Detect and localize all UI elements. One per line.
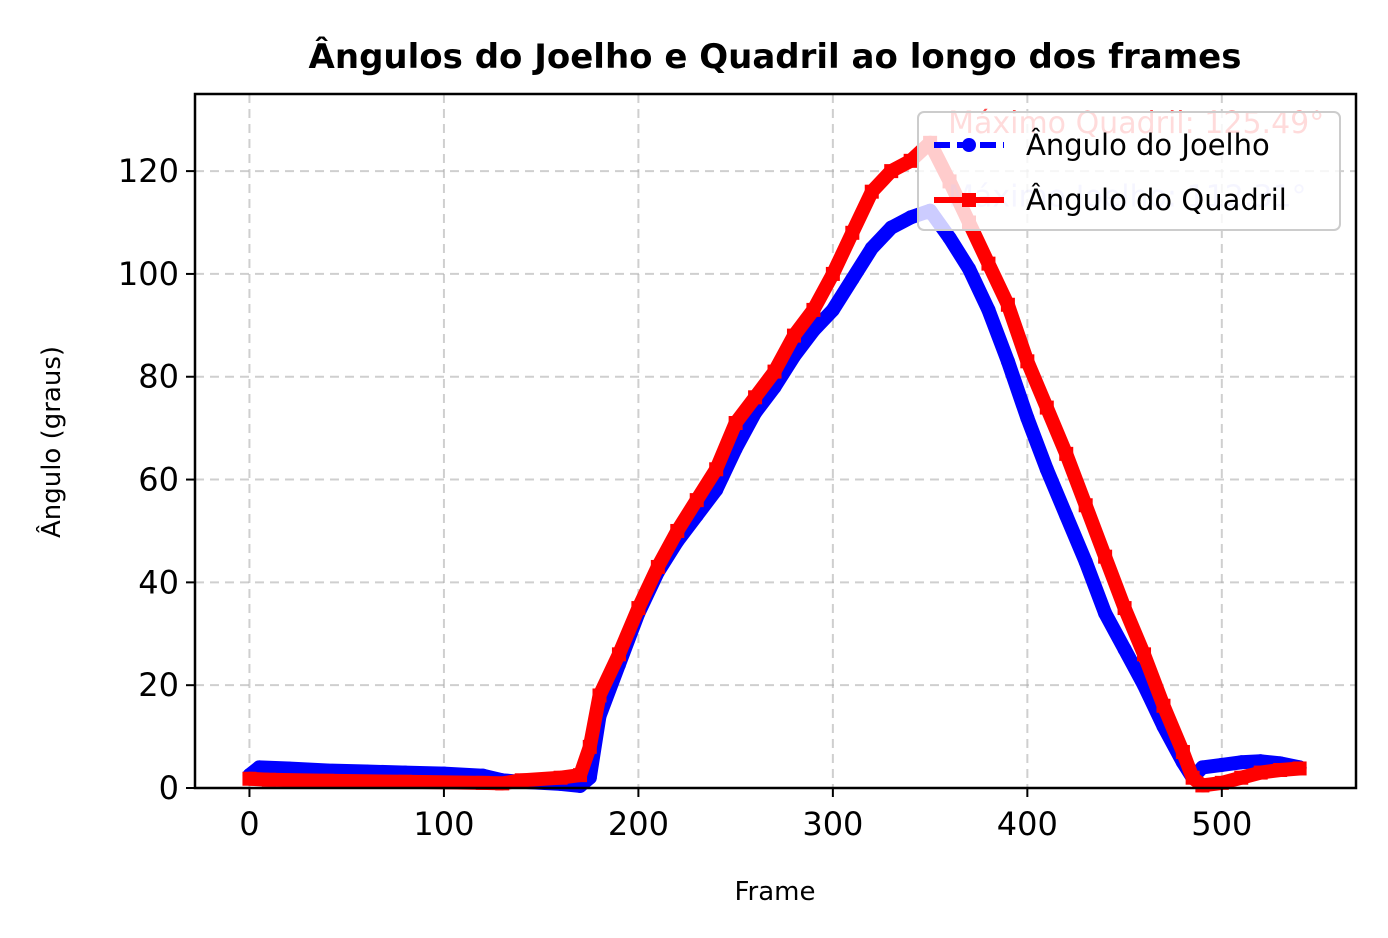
y-tick-label: 40 — [138, 563, 179, 601]
data-point — [1117, 601, 1132, 616]
data-point — [1214, 775, 1229, 790]
data-point — [1020, 410, 1035, 425]
data-point — [1253, 765, 1268, 780]
data-point — [573, 768, 588, 783]
data-point — [631, 601, 646, 616]
data-point — [903, 210, 918, 225]
data-point — [1234, 755, 1249, 770]
data-point — [1000, 354, 1015, 369]
data-point — [962, 261, 976, 276]
data-point — [650, 559, 665, 574]
series-quadril — [242, 135, 1307, 793]
data-point — [1059, 508, 1074, 523]
data-point — [689, 493, 704, 508]
data-point — [582, 739, 597, 754]
data-point — [767, 364, 782, 379]
legend-label: Ângulo do Joelho — [1026, 128, 1270, 162]
data-point — [884, 220, 899, 235]
legend-box — [917, 111, 1341, 231]
data-point — [1098, 606, 1113, 621]
ticks: 0 100 200 300 400 500 0 20 40 60 80 100 120 — [118, 152, 1252, 843]
data-point — [1039, 462, 1054, 477]
data-point — [242, 771, 257, 786]
data-point — [748, 390, 763, 405]
data-point — [475, 775, 490, 790]
data-point — [845, 225, 860, 240]
data-point — [864, 241, 879, 256]
data-point — [1020, 354, 1035, 369]
data-point — [611, 647, 626, 662]
data-point — [1195, 778, 1210, 793]
data-point — [1059, 446, 1074, 461]
chart-title: Ângulos do Joelho e Quadril ao longo dos… — [309, 36, 1242, 77]
y-axis-label: Ângulo (graus) — [35, 346, 67, 538]
data-point — [728, 416, 743, 431]
data-point — [845, 272, 860, 287]
data-point — [709, 462, 724, 477]
data-point — [1117, 642, 1132, 657]
data-point — [1234, 770, 1249, 785]
data-point — [942, 230, 957, 245]
x-tick-label: 0 — [239, 805, 259, 843]
series-layer — [242, 135, 1307, 793]
data-point — [981, 302, 996, 317]
legend-marker — [962, 138, 976, 152]
data-point — [806, 323, 821, 338]
data-point — [1078, 498, 1093, 513]
x-tick-label: 200 — [608, 805, 669, 843]
y-tick-label: 120 — [118, 152, 179, 190]
legend-entry: Ângulo do Joelho — [934, 128, 1270, 162]
y-tick-label: 20 — [138, 666, 179, 704]
data-point — [1214, 757, 1229, 772]
data-point — [1098, 549, 1113, 564]
data-point — [398, 774, 413, 789]
y-tick-label: 60 — [138, 461, 179, 499]
data-point — [825, 302, 840, 317]
data-point — [252, 760, 267, 775]
data-point — [1137, 647, 1152, 662]
data-point — [1000, 297, 1015, 312]
x-tick-label: 300 — [802, 805, 863, 843]
data-point — [806, 302, 821, 317]
data-point — [1078, 554, 1093, 569]
legend-label: Ângulo do Quadril — [1026, 183, 1287, 217]
legend: Ângulo do Joelho Ângulo do Quadril — [917, 111, 1341, 231]
x-tick-label: 100 — [413, 805, 474, 843]
y-tick-label: 0 — [159, 769, 179, 807]
data-point — [1292, 761, 1307, 776]
plot-frame — [193, 92, 1358, 790]
data-point — [514, 773, 529, 788]
data-point — [261, 772, 276, 787]
y-tick-label: 100 — [118, 255, 179, 293]
x-tick-label: 400 — [997, 805, 1058, 843]
data-point — [981, 256, 996, 271]
data-point — [825, 266, 840, 281]
data-point — [320, 773, 335, 788]
data-point — [1039, 400, 1054, 415]
data-point — [786, 328, 801, 343]
data-point — [553, 770, 568, 785]
x-tick-label: 500 — [1191, 805, 1252, 843]
data-point — [1253, 754, 1268, 769]
x-axis-label: Frame — [734, 877, 815, 907]
data-point — [884, 164, 899, 179]
data-point — [670, 523, 685, 538]
legend-marker — [962, 193, 976, 207]
data-point — [1156, 698, 1171, 713]
y-tick-label: 80 — [138, 358, 179, 396]
data-point — [864, 184, 879, 199]
data-point — [1273, 763, 1288, 778]
legend-entry: Ângulo do Quadril — [934, 183, 1287, 217]
data-point — [1175, 745, 1190, 760]
data-point — [903, 153, 918, 168]
data-point — [281, 761, 296, 776]
data-point — [592, 688, 607, 703]
